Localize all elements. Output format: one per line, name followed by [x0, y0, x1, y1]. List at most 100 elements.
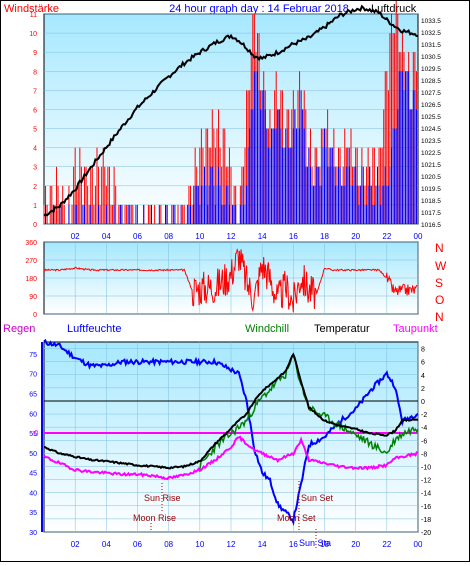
y-right-tick-label: 1032.5 [421, 30, 441, 37]
compass-labels: N W S O N [435, 241, 447, 324]
y-right-tick-label: 1033.5 [421, 18, 441, 25]
y-left-tick-label: 5 [33, 127, 37, 134]
y-tick-label: 360 [25, 240, 37, 247]
x-tick-label: 18 [320, 540, 329, 549]
compass-label: N [435, 310, 444, 324]
y-left-tick-label: 50 [29, 451, 37, 458]
x-tick-label: 06 [133, 232, 142, 241]
x-tick-label: 00 [414, 540, 423, 549]
y-left-tick-label: 8 [33, 69, 37, 76]
y-left-tick-label: 0 [33, 222, 37, 229]
legend-temperatur: Temperatur [314, 323, 370, 335]
y-left-tick-label: 45 [29, 471, 37, 478]
sun-rise-label: Sun Rise [144, 493, 181, 503]
y-right-tick-label: 1023.5 [421, 138, 441, 145]
y-left-tick-label: 3 [33, 165, 37, 172]
x-tick-label: 08 [164, 232, 173, 241]
x-tick-label: 18 [320, 232, 329, 241]
sun-set-label: Sun Set [301, 493, 334, 503]
compass-label: S [435, 276, 443, 290]
x-tick-label: 14 [258, 232, 267, 241]
compass-label: O [435, 293, 444, 307]
y-right-tick-label: 1016.5 [421, 222, 441, 229]
x-tick-label: 06 [133, 540, 142, 549]
x-tick-label: 22 [382, 540, 391, 549]
y-right-tick-label: 1017.5 [421, 210, 441, 217]
y-left-tick-label: 1 [33, 203, 37, 210]
x-tick-label: 16 [289, 232, 298, 241]
legend-windchill: Windchill [245, 323, 289, 335]
wind-direction-line [43, 248, 418, 313]
y-right-tick-label: 1030.5 [421, 54, 441, 61]
legend-regen: Regen [3, 323, 35, 335]
y-tick-label: 180 [25, 276, 37, 283]
moon-set-label: Moon Set [277, 513, 316, 523]
x-tick-label: 16 [289, 540, 298, 549]
astro-annotations: Sun Rise Moon Rise Sun Set Moon Set Sun … [133, 481, 334, 549]
x-tick-label: 14 [258, 540, 267, 549]
compass-label: N [435, 241, 444, 255]
y-left-tick-label: 10 [29, 31, 37, 38]
y-left-tick-label: 2 [33, 184, 37, 191]
x-tick-label: 22 [382, 232, 391, 241]
x-tick-label: 10 [195, 540, 204, 549]
y-left-tick-label: 35 [29, 510, 37, 517]
x-tick-label: 20 [351, 540, 360, 549]
moon-rise-label: Moon Rise [133, 513, 176, 523]
y-left-tick-label: 6 [33, 107, 37, 114]
y-left-tick-label: 60 [29, 411, 37, 418]
y-right-tick-label: 1029.5 [421, 66, 441, 73]
y-right-tick-label: -14 [421, 491, 431, 498]
y-right-tick-label: -20 [421, 530, 431, 537]
y-right-tick-label: 1020.5 [421, 174, 441, 181]
y-right-tick-label: 1024.5 [421, 126, 441, 133]
legend-taupunkt: Taupunkt [393, 323, 438, 335]
y-right-tick-label: -18 [421, 517, 431, 524]
y-tick-label: 90 [29, 294, 37, 301]
legend-luftfeuchte: Luftfeuchte [67, 323, 121, 335]
y-left-tick-label: 7 [33, 88, 37, 95]
left-axis-title: Windstärke [4, 3, 59, 15]
y-right-tick-label: 1031.5 [421, 42, 441, 49]
y-left-tick-label: 75 [29, 352, 37, 359]
chart-title: 24 hour graph day : 14 Februar 2018 [169, 3, 349, 15]
y-right-tick-label: 2 [421, 386, 425, 393]
x-tick-label: 04 [102, 540, 111, 549]
right-axis-title: Luftdruck [371, 3, 417, 15]
y-right-tick-label: 1028.5 [421, 78, 441, 85]
x-tick-label: 12 [227, 540, 236, 549]
y-right-tick-label: 1026.5 [421, 102, 441, 109]
compass-label: W [435, 259, 447, 273]
y-tick-label: 270 [25, 258, 37, 265]
y-left-tick-label: 30 [29, 530, 37, 537]
y-right-tick-label: 1018.5 [421, 198, 441, 205]
pressure-line [43, 4, 418, 217]
y-right-tick-label: 1025.5 [421, 114, 441, 121]
rain-line-label: 0 [34, 429, 39, 438]
y-left-tick-label: 9 [33, 50, 37, 57]
chart-marks: 012345678910111016.51017.51018.51019.510… [25, 0, 441, 549]
humidity-line [43, 338, 419, 526]
x-tick-label: 02 [71, 540, 80, 549]
y-left-tick-label: 11 [30, 12, 37, 19]
y-left-tick-label: 70 [29, 372, 37, 379]
y-right-tick-label: -8 [421, 451, 427, 458]
y-right-tick-label: 4 [421, 373, 425, 380]
x-tick-label: 20 [351, 232, 360, 241]
y-right-tick-label: -10 [421, 464, 431, 471]
x-tick-label: 12 [227, 232, 236, 241]
y-right-tick-label: 8 [421, 347, 425, 354]
y-right-tick-label: -12 [421, 478, 431, 485]
y-right-tick-label: 1022.5 [421, 150, 441, 157]
x-tick-label: 08 [164, 540, 173, 549]
y-right-tick-label: -4 [421, 425, 427, 432]
x-tick-label: 02 [71, 232, 80, 241]
y-tick-label: 0 [33, 312, 37, 319]
y-right-tick-label: 0 [421, 399, 425, 406]
dewpoint-line [43, 435, 418, 481]
y-right-tick-label: -2 [421, 412, 427, 419]
y-right-tick-label: 1019.5 [421, 186, 441, 193]
temperature-line [43, 352, 419, 470]
